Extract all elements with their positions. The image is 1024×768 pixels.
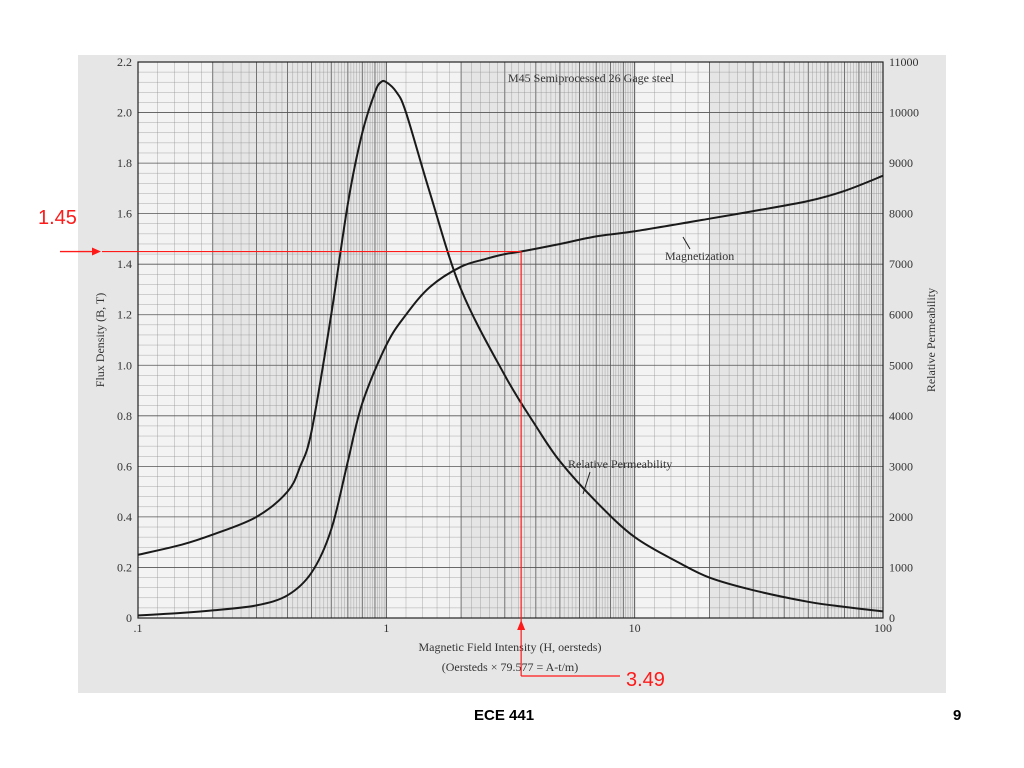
plot-frame [137, 61, 884, 619]
grid-lines [137, 61, 884, 619]
flux-arrow-head [92, 247, 101, 256]
y2-tick-label: 8000 [889, 207, 913, 221]
x-tick-label: 100 [874, 621, 892, 635]
y2-tick-label: 2000 [889, 510, 913, 524]
y2-axis-label: Relative Permeability [924, 288, 938, 392]
magnetization-pointer [682, 236, 691, 250]
y2-tick-label: 5000 [889, 358, 913, 372]
magnetization-label: Magnetization [665, 249, 734, 263]
magnetization-curve [137, 174, 884, 617]
permeability-label: Relative Permeability [568, 457, 672, 471]
y-tick-label: 0.4 [117, 510, 132, 524]
x-axis-label-conversion: (Oersteds × 79.577 = A-t/m) [442, 660, 579, 674]
footer-course: ECE 441 [474, 707, 535, 724]
decade-shade [461, 62, 635, 618]
y2-tick-label: 3000 [889, 459, 913, 473]
y2-tick-label: 0 [889, 611, 895, 625]
y-tick-label: 1.8 [117, 156, 132, 170]
y2-tick-label: 4000 [889, 409, 913, 423]
y-axis-ticks: 0 0.2 0.4 0.6 0.8 1.0 1.2 1.4 1.6 1.8 2.0 2.2 [117, 55, 132, 625]
y-axis-label: Flux Density (B, T) [93, 293, 107, 387]
decade-shade [709, 62, 883, 618]
x-axis-label: Magnetic Field Intensity (H, oersteds) [419, 640, 602, 654]
y2-tick-label: 11000 [889, 55, 919, 69]
y-tick-label: 2.0 [117, 106, 132, 120]
permeability-pointer [582, 471, 591, 495]
y-tick-label: 2.2 [117, 55, 132, 69]
annotation-flux-value: 1.45 [38, 207, 77, 229]
y-tick-label: 0 [126, 611, 132, 625]
red-annotations [60, 247, 620, 677]
y-tick-label: 1.0 [117, 358, 132, 372]
y-tick-label: 1.6 [117, 207, 132, 221]
y2-tick-label: 1000 [889, 560, 913, 574]
x-tick-label: .1 [134, 621, 143, 635]
h-arrow-head [517, 620, 526, 630]
permeability-curve [137, 79, 884, 613]
x-tick-label: 10 [629, 621, 641, 635]
y-tick-label: 0.8 [117, 409, 132, 423]
y-tick-label: 0.6 [117, 459, 132, 473]
y2-tick-label: 7000 [889, 257, 913, 271]
y-tick-label: 0.2 [117, 560, 132, 574]
y2-tick-label: 6000 [889, 308, 913, 322]
chart-title: M45 Semiprocessed 26 Gage steel [508, 71, 675, 85]
x-axis-ticks: .1 1 10 100 [134, 621, 893, 635]
y2-axis-ticks: 0 1000 2000 3000 4000 5000 6000 7000 8000 9000 100… [889, 55, 919, 625]
annotation-h-value: 3.49 [626, 669, 665, 691]
footer-page-number: 9 [953, 707, 962, 724]
y2-tick-label: 10000 [889, 106, 919, 120]
y-tick-label: 1.2 [117, 308, 132, 322]
y2-tick-label: 9000 [889, 156, 913, 170]
x-tick-label: 1 [383, 621, 389, 635]
y-tick-label: 1.4 [117, 257, 132, 271]
